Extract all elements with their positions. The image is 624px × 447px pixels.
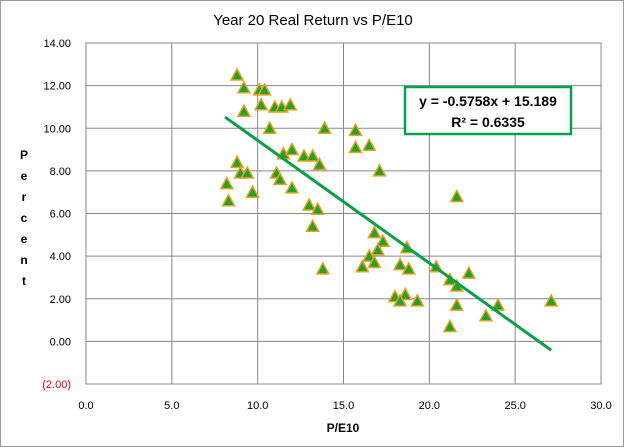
data-point <box>272 171 288 186</box>
y-axis-label-letter: r <box>22 190 27 204</box>
data-point <box>229 154 245 169</box>
data-point <box>301 197 317 211</box>
x-tick-label: 20.0 <box>419 400 440 412</box>
plot-area-border <box>85 42 602 385</box>
y-tick-label: 0.00 <box>50 336 71 348</box>
data-point <box>478 308 494 322</box>
data-point <box>245 184 260 198</box>
data-point <box>392 293 408 307</box>
data-point <box>372 163 387 177</box>
data-point <box>236 80 252 94</box>
data-point <box>442 318 458 333</box>
data-point <box>257 82 272 96</box>
y-axis-label-letter: P <box>20 148 28 162</box>
x-tick-label: 5.0 <box>164 400 179 412</box>
data-point <box>221 193 236 207</box>
data-point <box>348 122 363 137</box>
data-point <box>461 265 477 279</box>
data-point <box>367 225 382 239</box>
y-tick-label: 12.00 <box>43 81 71 93</box>
data-point <box>310 201 326 215</box>
y-axis-label-letter: t <box>22 274 26 288</box>
y-axis-label-letter: n <box>20 253 27 267</box>
chart-title: Year 20 Real Return vs P/E10 <box>213 12 413 29</box>
x-tick-label: 30.0 <box>590 400 611 412</box>
data-point <box>262 120 277 134</box>
x-tick-label: 0.0 <box>78 400 93 412</box>
y-tick-label: 14.00 <box>43 38 71 50</box>
data-point <box>348 139 363 154</box>
y-tick-label: 10.00 <box>43 123 71 135</box>
data-point <box>370 242 386 256</box>
data-point <box>240 165 255 179</box>
r-squared-label: R² = 0.6335 <box>451 114 525 130</box>
data-point <box>219 176 235 190</box>
data-point <box>283 97 298 111</box>
x-tick-label: 25.0 <box>504 400 525 412</box>
y-tick-label: 8.00 <box>50 166 71 178</box>
data-point <box>375 233 391 247</box>
data-point <box>410 293 425 307</box>
data-points <box>219 67 559 333</box>
data-point <box>449 297 465 311</box>
data-point <box>361 248 377 262</box>
data-point <box>317 120 332 134</box>
data-point <box>361 137 377 152</box>
y-tick-label: 6.00 <box>50 209 71 221</box>
equation-box: y = -0.5758x + 15.189 R² = 0.6335 <box>403 85 573 136</box>
data-point <box>543 293 559 307</box>
y-axis-label-letter: c <box>21 211 28 225</box>
x-tick-label: 10.0 <box>247 400 268 412</box>
y-axis-ticks: (2.00) 0.00 2.00 4.00 6.00 8.00 10.00 12.00 14.0… <box>42 38 71 391</box>
x-tick-label: 15.0 <box>333 400 354 412</box>
data-point <box>229 67 245 81</box>
data-point <box>392 257 408 271</box>
gridlines <box>86 43 601 384</box>
trendline-equation: y = -0.5758x + 15.189 <box>419 93 557 109</box>
data-point <box>296 148 312 162</box>
data-point <box>398 286 413 301</box>
data-point <box>305 218 320 233</box>
data-point <box>449 188 465 203</box>
data-point <box>284 141 300 156</box>
data-point <box>490 297 506 311</box>
data-point <box>312 156 327 171</box>
data-point <box>236 103 252 117</box>
y-axis-label-letter: e <box>21 169 28 183</box>
x-axis-ticks: 0.0 5.0 10.0 15.0 20.0 25.0 30.0 <box>78 400 611 412</box>
trendline <box>224 115 553 352</box>
data-point <box>367 254 382 269</box>
y-tick-label: (2.00) <box>42 379 71 391</box>
x-axis-label: P/E10 <box>327 421 360 435</box>
y-tick-label: 4.00 <box>50 251 71 263</box>
y-axis-label-letter: e <box>21 232 28 246</box>
y-tick-label: 2.00 <box>50 294 71 306</box>
data-point <box>355 259 370 273</box>
data-point <box>284 180 300 194</box>
equation-box-border <box>403 85 573 136</box>
data-point <box>305 148 320 162</box>
data-point <box>315 261 331 275</box>
data-point <box>253 97 269 111</box>
data-point <box>401 261 416 275</box>
